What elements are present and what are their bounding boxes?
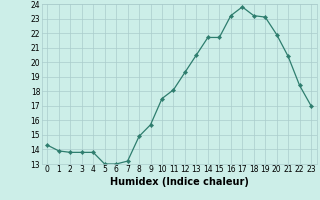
X-axis label: Humidex (Indice chaleur): Humidex (Indice chaleur) — [110, 177, 249, 187]
